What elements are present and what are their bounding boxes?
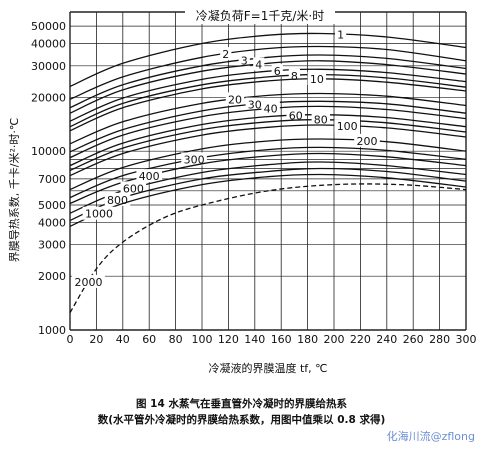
series-label-bg [253, 57, 265, 71]
series-label-6: 6 [274, 65, 281, 78]
series-label-3: 3 [241, 54, 248, 67]
x-tick-label: 100 [192, 333, 213, 346]
series-line-200 [69, 138, 467, 191]
series-label-100: 100 [337, 120, 358, 133]
series-line-4 [69, 60, 467, 114]
chart-title: 冷凝负荷F=1千克/米·时 [196, 8, 324, 23]
series-label-bg [354, 133, 380, 147]
series-label-bg [261, 101, 280, 115]
series-line-300 [69, 146, 467, 199]
series-line-1000 [69, 173, 467, 227]
series-label-8: 8 [291, 70, 298, 83]
series-label-200: 200 [357, 135, 378, 148]
x-axis-label-bg [175, 359, 365, 375]
x-tick-label: 20 [89, 333, 103, 346]
y-tick-label: 20000 [31, 91, 66, 104]
series-label-1000: 1000 [85, 208, 113, 221]
x-tick-label: 260 [403, 333, 424, 346]
series-label-bg [271, 63, 283, 77]
series-label-bg [220, 47, 232, 61]
series-line-6 [69, 68, 467, 122]
y-tick-label: 30000 [31, 60, 66, 73]
x-tick-label: 200 [324, 333, 345, 346]
series-line-1 [69, 32, 467, 88]
series-label-bg [225, 92, 245, 106]
y-tick-label: 50000 [31, 20, 66, 33]
series-label-bg [286, 108, 305, 122]
figure-caption-line-1: 图 14 水蒸气在垂直管外冷凝时的界膜给热系 [136, 398, 347, 410]
series-label-20: 20 [228, 93, 242, 106]
series-label-10: 10 [310, 73, 324, 86]
y-tick-label: 5000 [38, 199, 66, 212]
series-line-60 [69, 114, 467, 167]
y-tick-label: 4000 [38, 216, 66, 229]
series-label-2000: 2000 [74, 276, 102, 289]
y-axis-label: 界膜导热系数, 千卡/米²·时·℃ [8, 118, 21, 262]
x-tick-label: 160 [271, 333, 292, 346]
series-line-3 [69, 54, 467, 109]
x-tick-label: 60 [142, 333, 156, 346]
x-tick-label: 120 [218, 333, 239, 346]
y-tick-label: 1000 [38, 324, 66, 337]
series-label-bg [82, 206, 116, 220]
series-label-bg [335, 27, 347, 41]
series-label-30: 30 [248, 99, 262, 112]
x-tick-label: 180 [297, 333, 318, 346]
x-tick-label: 280 [429, 333, 450, 346]
series-label-400: 400 [139, 170, 160, 183]
series-line-2 [69, 45, 467, 100]
series-label-bg [238, 53, 250, 67]
x-tick-label: 300 [456, 333, 477, 346]
x-tick-label: 220 [350, 333, 371, 346]
series-label-40: 40 [264, 102, 278, 115]
series-line-10 [69, 78, 467, 132]
series-label-bg [245, 97, 264, 111]
x-axis-label: 冷凝液的界膜温度 tf, ℃ [208, 361, 327, 375]
series-label-1: 1 [337, 29, 344, 42]
watermark: 化海川流@zflong [386, 430, 475, 443]
series-label-80: 80 [314, 114, 328, 127]
figure-caption-line-2: 数(水平管外冷凝时的界膜给热系数，用图中值乘以 0.8 求得) [97, 414, 386, 426]
y-tick-label: 40000 [31, 37, 66, 50]
series-label-bg [334, 119, 360, 133]
series-line-8 [69, 73, 467, 128]
y-tick-label: 7000 [38, 173, 66, 186]
series-label-bg [181, 152, 207, 166]
series-label-bg [136, 169, 162, 183]
series-label-300: 300 [184, 153, 205, 166]
series-line-2000 [69, 183, 467, 314]
y-tick-label: 10000 [31, 145, 66, 158]
x-tick-label: 80 [169, 333, 183, 346]
x-tick-label: 0 [67, 333, 74, 346]
series-label-4: 4 [255, 58, 262, 71]
series-line-100 [69, 124, 467, 177]
y-tick-label: 3000 [38, 239, 66, 252]
series-label-bg [311, 112, 330, 126]
series-label-600: 600 [123, 182, 144, 195]
series-line-80 [69, 119, 467, 172]
x-tick-label: 140 [244, 333, 265, 346]
chart-tick-labels: 0 20 40 60 80 100 120 140 160 180 200 220 240 260 280 3… [31, 20, 477, 346]
series-line-20 [69, 92, 467, 145]
series-label-bg [72, 274, 105, 288]
chart-title-bg [185, 8, 335, 24]
series-label-bg [307, 71, 327, 85]
series-label-bg [288, 68, 300, 82]
x-tick-label: 40 [116, 333, 130, 346]
y-tick-label: 2000 [38, 270, 66, 283]
series-label-bg [120, 181, 147, 195]
series-label-2: 2 [222, 48, 229, 61]
x-tick-label: 240 [376, 333, 397, 346]
